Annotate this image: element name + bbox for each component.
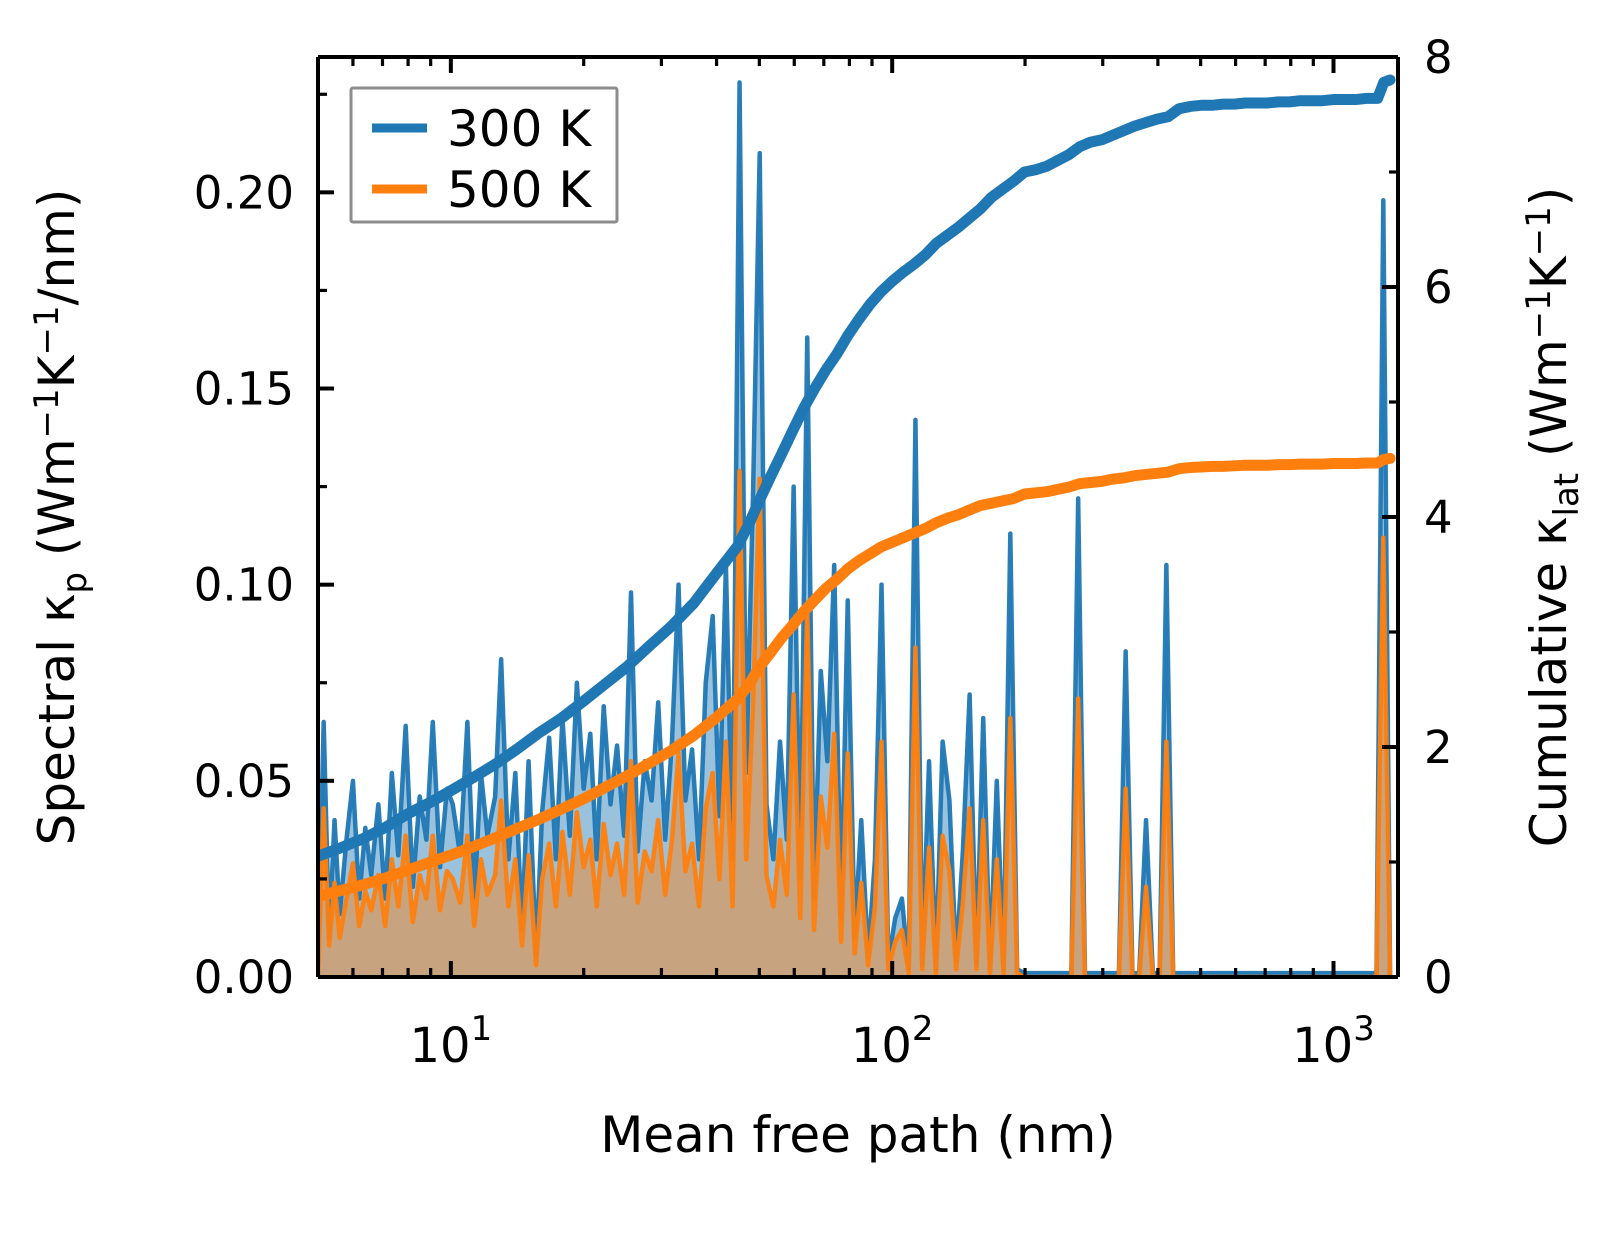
cumulative-line-500k — [318, 452, 1396, 902]
spectral-line-300k — [318, 80, 1393, 977]
y-right-tick-label: 6 — [1424, 261, 1453, 314]
data-series-layer — [318, 74, 1396, 977]
legend-label-300k: 300 K — [447, 100, 592, 158]
y-left-tick-label: 0.10 — [194, 559, 294, 612]
legend[interactable]: 300 K 500 K — [349, 86, 619, 224]
y-axis-left-title: Spectral κp (Wm−1K−1/nm) — [27, 189, 95, 846]
y-left-tick-label: 0.00 — [194, 951, 294, 1004]
y-left-tick-label: 0.15 — [194, 363, 294, 416]
y-right-tick-label: 0 — [1424, 951, 1453, 1004]
tick-label-layer: 101 102 103 0.00 0.05 0.10 0.15 0.20 0 2 4 6 8 — [194, 31, 1453, 1074]
x-tick-label: 103 — [1292, 1009, 1375, 1074]
y-axis-right-title: Cumulative κlat (Wm−1K−1) — [1519, 187, 1587, 847]
y-axis-right-title-group: Cumulative κlat (Wm−1K−1) — [1519, 187, 1587, 847]
legend-label-500k: 500 K — [447, 161, 592, 219]
x-tick-label: 102 — [851, 1009, 934, 1074]
spectral-line-500k — [318, 468, 1393, 977]
y-right-tick-label: 4 — [1424, 491, 1453, 544]
axis-layer — [316, 55, 1400, 979]
spectral-area-500k — [318, 470, 1391, 977]
cumulative-line-300k — [318, 74, 1396, 862]
x-axis-title: Mean free path (nm) — [600, 1106, 1116, 1164]
y-left-tick-label: 0.20 — [194, 166, 294, 219]
y-left-tick-label: 0.05 — [194, 755, 294, 808]
y-right-tick-label: 2 — [1424, 721, 1453, 774]
y-right-tick-label: 8 — [1424, 31, 1453, 84]
x-tick-label: 101 — [409, 1009, 492, 1074]
y-axis-left-title-group: Spectral κp (Wm−1K−1/nm) — [27, 189, 95, 846]
